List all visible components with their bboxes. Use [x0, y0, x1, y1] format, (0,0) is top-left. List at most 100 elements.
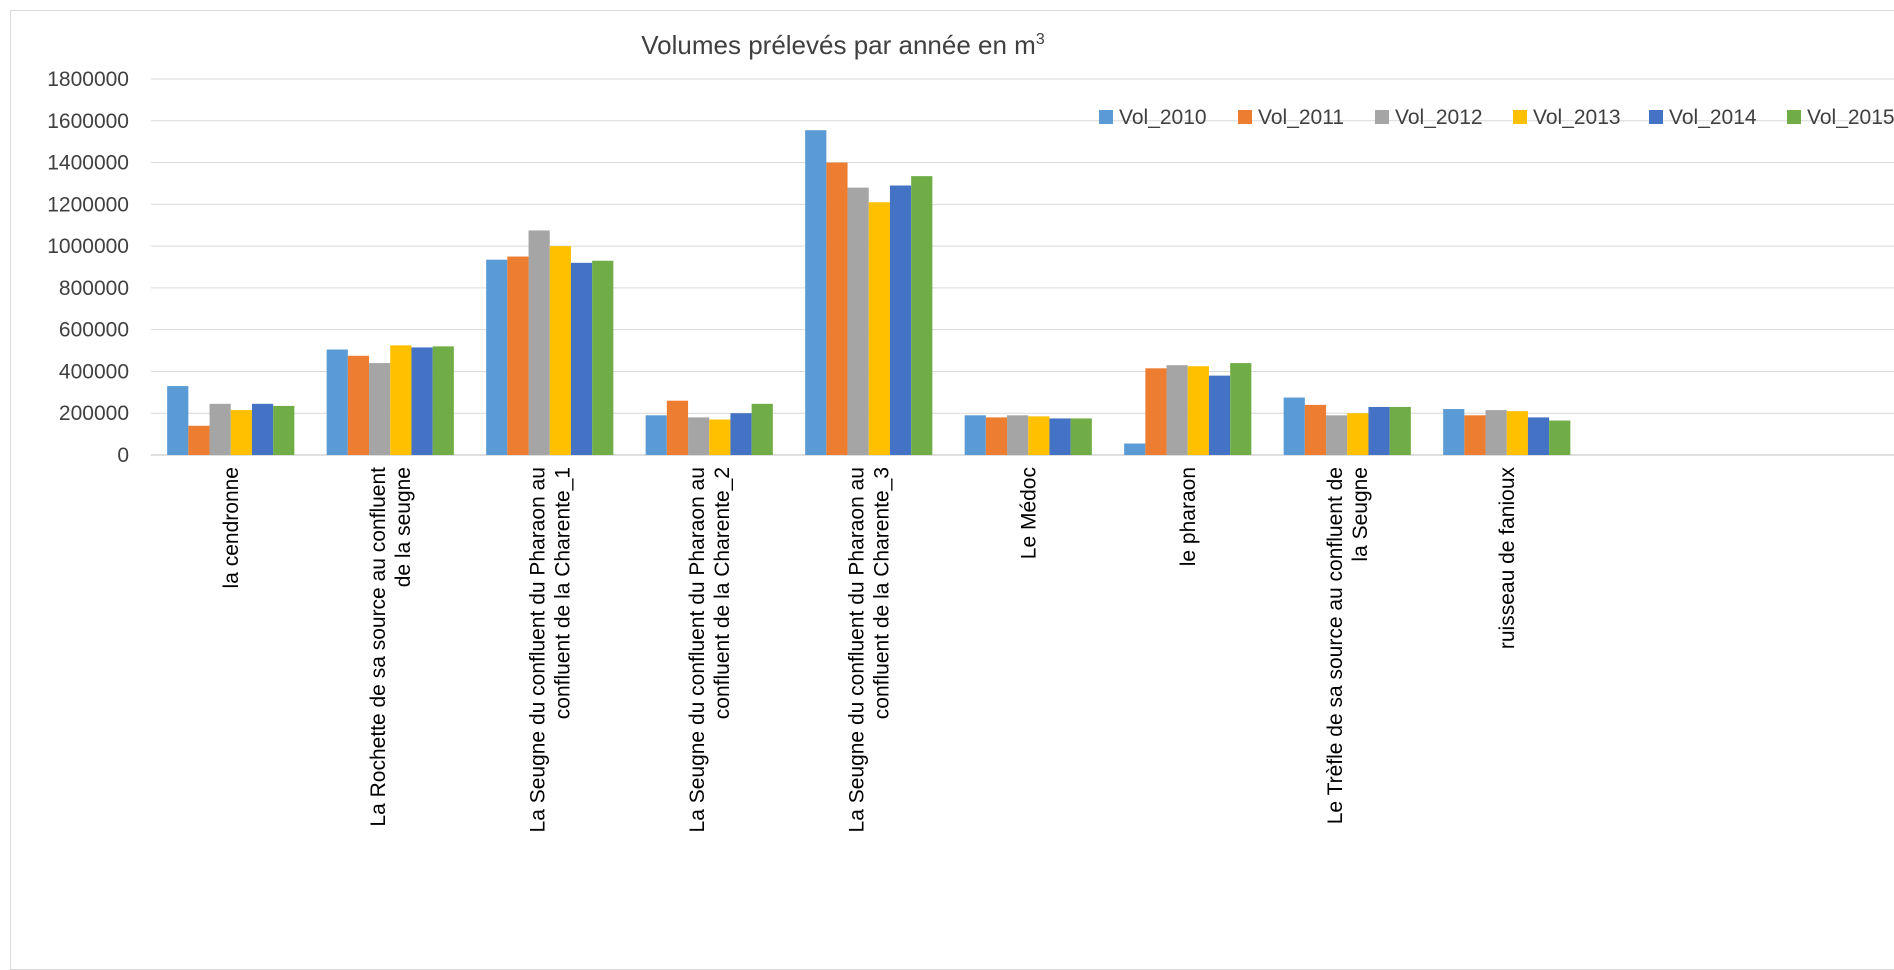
x-category-label: Le Médoc	[1017, 467, 1040, 559]
legend: Vol_2010 Vol_2011 Vol_2012 Vol_2013 Vol_2014…	[1099, 106, 1894, 129]
x-category-label-line: ruisseau de fanioux	[1496, 467, 1519, 650]
y-axis: 0 200000 400000 600000 800000 1000000 1200000 1…	[47, 68, 129, 467]
y-tick-label: 400000	[59, 360, 129, 383]
bar-vol-2013	[868, 202, 890, 455]
x-category-label-line: La Seugne du confluent du Pharaon au	[686, 467, 709, 832]
chart-frame: Volumes prélevés par année en m3 0 200000…	[10, 10, 1894, 970]
x-category-label-line: confluent de la Charente_3	[870, 467, 893, 719]
bar-vol-2013	[390, 345, 412, 455]
bar-vol-2013	[549, 246, 571, 455]
bar-vol-2013	[1028, 416, 1050, 455]
bar-vol-2012	[528, 230, 550, 455]
bar-vol-2011	[666, 400, 689, 455]
bar-vol-2012	[369, 363, 391, 455]
legend-item: Vol_2013	[1513, 106, 1621, 129]
bar-vol-2011	[826, 162, 848, 456]
x-category-label: La Seugne du confluent du Pharaon au conf…	[526, 467, 574, 832]
x-category-label-line: confluent de la Charente_2	[711, 467, 734, 719]
legend-item: Vol_2014	[1649, 106, 1757, 129]
legend-item: Vol_2011	[1238, 106, 1344, 129]
x-category-label-line: Le Trèfle de sa source au confluent de	[1324, 467, 1347, 824]
bar-vol-2010	[486, 259, 508, 455]
x-category-label: La Seugne du confluent du Pharaon au conf…	[845, 467, 893, 832]
bar-vol-2014	[411, 347, 433, 455]
bar-vol-2011	[985, 417, 1008, 455]
bars	[167, 130, 1571, 456]
bar-vol-2013	[230, 410, 252, 455]
bar-vol-2011	[507, 256, 529, 455]
x-category-label-line: de la seugne	[392, 467, 415, 587]
bar-vol-2014	[570, 262, 593, 455]
bar-vol-2011	[1304, 404, 1327, 455]
bar-vol-2013	[1187, 366, 1209, 455]
y-tick-label: 1000000	[47, 235, 129, 258]
bar-vol-2010	[964, 415, 986, 455]
bar-vol-2014	[1208, 375, 1231, 455]
x-category-label: le pharaon	[1177, 467, 1200, 566]
bar-vol-2014	[730, 413, 752, 455]
bar-vol-2015	[911, 176, 933, 455]
chart-title-text: Volumes prélevés par année en m	[641, 30, 1036, 60]
x-category-label-line: Le Médoc	[1017, 467, 1040, 559]
bar-vol-2013	[709, 419, 731, 455]
bar-vol-2012	[209, 403, 231, 455]
legend-swatch	[1787, 110, 1801, 124]
legend-swatch	[1375, 110, 1389, 124]
y-tick-label: 200000	[59, 402, 129, 425]
chart-title-superscript: 3	[1036, 31, 1045, 48]
bar-vol-2015	[1549, 420, 1571, 455]
bar-vol-2015	[592, 260, 614, 455]
x-category-label-line: la Seugne	[1349, 467, 1372, 562]
x-axis: la cendronne La Rochette de sa source au …	[220, 467, 1519, 833]
x-category-label-line: confluent de la Charente_1	[551, 467, 574, 719]
bar-vol-2015	[751, 403, 773, 455]
legend-swatch	[1649, 110, 1663, 124]
legend-label: Vol_2015	[1807, 106, 1894, 129]
bar-vol-2010	[1124, 443, 1146, 455]
y-tick-label: 1800000	[47, 68, 129, 91]
bar-vol-2014	[889, 185, 912, 456]
bar-vol-2015	[273, 405, 295, 455]
bar-vol-2012	[1166, 365, 1188, 455]
bar-vol-2011	[188, 425, 210, 455]
bar-vol-2014	[251, 403, 274, 455]
bar-vol-2010	[326, 349, 348, 455]
legend-swatch	[1238, 110, 1252, 124]
legend-item: Vol_2012	[1375, 106, 1483, 129]
bar-vol-2015	[1230, 363, 1252, 455]
y-tick-label: 600000	[59, 319, 129, 342]
bar-vol-2012	[1326, 415, 1348, 455]
bar-vol-2010	[1283, 397, 1305, 455]
legend-label: Vol_2012	[1395, 106, 1483, 129]
bar-chart: Volumes prélevés par année en m3 0 200000…	[47, 30, 1894, 833]
x-category-label: Le Trèfle de sa source au confluent de la…	[1324, 467, 1372, 824]
y-tick-label: 1200000	[47, 193, 129, 216]
x-category-label: La Rochette de sa source au confluent de …	[367, 467, 415, 827]
legend-label: Vol_2013	[1533, 106, 1621, 129]
y-tick-label: 1400000	[47, 152, 129, 175]
legend-item: Vol_2010	[1099, 106, 1207, 129]
bar-vol-2010	[1443, 409, 1465, 455]
x-category-label-line: le pharaon	[1177, 467, 1200, 566]
legend-item: Vol_2015	[1787, 106, 1894, 129]
x-category-label-line: La Seugne du confluent du Pharaon au	[526, 467, 549, 832]
bar-vol-2011	[347, 355, 370, 455]
legend-label: Vol_2014	[1669, 106, 1757, 129]
bar-vol-2010	[805, 130, 827, 455]
x-category-label-line: la cendronne	[220, 467, 243, 588]
x-category-label: la cendronne	[220, 467, 243, 588]
bar-vol-2012	[1485, 410, 1507, 455]
legend-swatch	[1099, 110, 1113, 124]
legend-label: Vol_2010	[1119, 106, 1207, 129]
y-tick-label: 0	[117, 444, 129, 467]
x-category-label: La Seugne du confluent du Pharaon au conf…	[686, 467, 734, 832]
bar-vol-2012	[847, 187, 869, 455]
chart-title: Volumes prélevés par année en m3	[641, 30, 1045, 60]
bar-vol-2014	[1049, 418, 1071, 455]
bar-vol-2010	[645, 415, 667, 455]
x-category-label-line: La Rochette de sa source au confluent	[367, 467, 390, 827]
bar-vol-2012	[1007, 415, 1029, 455]
y-tick-label: 800000	[59, 277, 129, 300]
legend-label: Vol_2011	[1258, 106, 1344, 129]
bar-vol-2010	[167, 386, 189, 455]
